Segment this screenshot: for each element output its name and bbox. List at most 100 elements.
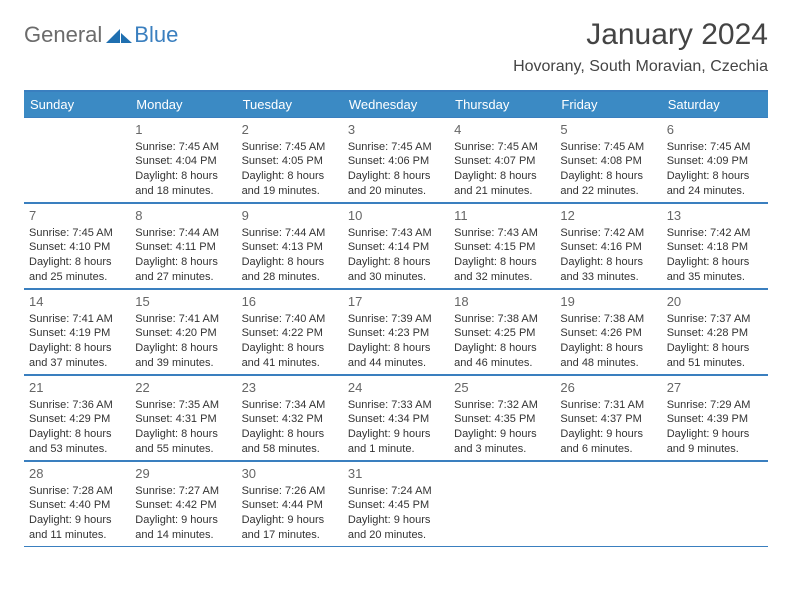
calendar-cell: 13Sunrise: 7:42 AMSunset: 4:18 PMDayligh… <box>662 203 768 289</box>
day-header-tue: Tuesday <box>237 92 343 117</box>
cell-sunrise: Sunrise: 7:45 AM <box>667 140 763 155</box>
calendar-cell: 18Sunrise: 7:38 AMSunset: 4:25 PMDayligh… <box>449 289 555 375</box>
day-number: 2 <box>242 121 338 139</box>
cell-sunset: Sunset: 4:45 PM <box>348 498 444 513</box>
cell-sunset: Sunset: 4:23 PM <box>348 326 444 341</box>
cell-sunrise: Sunrise: 7:34 AM <box>242 398 338 413</box>
calendar-cell: 7Sunrise: 7:45 AMSunset: 4:10 PMDaylight… <box>24 203 130 289</box>
cell-daylight1: Daylight: 8 hours <box>667 341 763 356</box>
cell-sunset: Sunset: 4:22 PM <box>242 326 338 341</box>
cell-daylight2: and 37 minutes. <box>29 356 125 371</box>
calendar-cell: 27Sunrise: 7:29 AMSunset: 4:39 PMDayligh… <box>662 375 768 461</box>
cell-sunrise: Sunrise: 7:45 AM <box>135 140 231 155</box>
cell-daylight1: Daylight: 8 hours <box>560 255 656 270</box>
cell-sunset: Sunset: 4:19 PM <box>29 326 125 341</box>
cell-daylight2: and 58 minutes. <box>242 442 338 457</box>
day-header-sun: Sunday <box>24 92 130 117</box>
cell-sunset: Sunset: 4:18 PM <box>667 240 763 255</box>
cell-sunset: Sunset: 4:32 PM <box>242 412 338 427</box>
cell-sunrise: Sunrise: 7:42 AM <box>667 226 763 241</box>
cell-sunset: Sunset: 4:20 PM <box>135 326 231 341</box>
cell-daylight1: Daylight: 8 hours <box>348 255 444 270</box>
cell-sunrise: Sunrise: 7:39 AM <box>348 312 444 327</box>
cell-sunrise: Sunrise: 7:28 AM <box>29 484 125 499</box>
cell-daylight2: and 21 minutes. <box>454 184 550 199</box>
calendar-cell: 20Sunrise: 7:37 AMSunset: 4:28 PMDayligh… <box>662 289 768 375</box>
day-number: 6 <box>667 121 763 139</box>
cell-sunrise: Sunrise: 7:38 AM <box>454 312 550 327</box>
day-number: 29 <box>135 465 231 483</box>
cell-sunset: Sunset: 4:25 PM <box>454 326 550 341</box>
cell-sunset: Sunset: 4:14 PM <box>348 240 444 255</box>
cell-daylight2: and 33 minutes. <box>560 270 656 285</box>
cell-daylight1: Daylight: 8 hours <box>560 341 656 356</box>
cell-sunrise: Sunrise: 7:41 AM <box>29 312 125 327</box>
cell-daylight1: Daylight: 8 hours <box>135 341 231 356</box>
cell-daylight1: Daylight: 8 hours <box>348 341 444 356</box>
day-number: 27 <box>667 379 763 397</box>
cell-sunrise: Sunrise: 7:44 AM <box>242 226 338 241</box>
cell-daylight1: Daylight: 8 hours <box>242 341 338 356</box>
cell-daylight1: Daylight: 9 hours <box>29 513 125 528</box>
cell-sunset: Sunset: 4:15 PM <box>454 240 550 255</box>
day-header-fri: Friday <box>555 92 661 117</box>
cell-sunrise: Sunrise: 7:45 AM <box>560 140 656 155</box>
calendar-cell: 29Sunrise: 7:27 AMSunset: 4:42 PMDayligh… <box>130 461 236 547</box>
calendar-cell: 14Sunrise: 7:41 AMSunset: 4:19 PMDayligh… <box>24 289 130 375</box>
calendar-cell: 22Sunrise: 7:35 AMSunset: 4:31 PMDayligh… <box>130 375 236 461</box>
cell-daylight1: Daylight: 9 hours <box>135 513 231 528</box>
day-number: 23 <box>242 379 338 397</box>
week-row: 21Sunrise: 7:36 AMSunset: 4:29 PMDayligh… <box>24 375 768 461</box>
calendar-cell-blank <box>24 117 130 203</box>
cell-daylight2: and 51 minutes. <box>667 356 763 371</box>
cell-daylight1: Daylight: 9 hours <box>348 427 444 442</box>
cell-sunset: Sunset: 4:05 PM <box>242 154 338 169</box>
day-number: 5 <box>560 121 656 139</box>
cell-daylight1: Daylight: 8 hours <box>348 169 444 184</box>
calendar-cell: 19Sunrise: 7:38 AMSunset: 4:26 PMDayligh… <box>555 289 661 375</box>
cell-daylight1: Daylight: 9 hours <box>667 427 763 442</box>
cell-sunset: Sunset: 4:35 PM <box>454 412 550 427</box>
day-number: 7 <box>29 207 125 225</box>
day-number: 19 <box>560 293 656 311</box>
cell-daylight1: Daylight: 8 hours <box>135 427 231 442</box>
cell-sunrise: Sunrise: 7:32 AM <box>454 398 550 413</box>
calendar-cell: 6Sunrise: 7:45 AMSunset: 4:09 PMDaylight… <box>662 117 768 203</box>
day-number: 9 <box>242 207 338 225</box>
cell-daylight1: Daylight: 8 hours <box>242 169 338 184</box>
cell-daylight1: Daylight: 8 hours <box>29 427 125 442</box>
cell-sunrise: Sunrise: 7:24 AM <box>348 484 444 499</box>
week-row: 14Sunrise: 7:41 AMSunset: 4:19 PMDayligh… <box>24 289 768 375</box>
logo: General Blue <box>24 22 178 48</box>
calendar-cell: 26Sunrise: 7:31 AMSunset: 4:37 PMDayligh… <box>555 375 661 461</box>
cell-sunset: Sunset: 4:31 PM <box>135 412 231 427</box>
cell-daylight2: and 35 minutes. <box>667 270 763 285</box>
day-number: 11 <box>454 207 550 225</box>
cell-daylight2: and 6 minutes. <box>560 442 656 457</box>
cell-daylight2: and 41 minutes. <box>242 356 338 371</box>
calendar-cell: 11Sunrise: 7:43 AMSunset: 4:15 PMDayligh… <box>449 203 555 289</box>
calendar-cell: 12Sunrise: 7:42 AMSunset: 4:16 PMDayligh… <box>555 203 661 289</box>
cell-daylight2: and 46 minutes. <box>454 356 550 371</box>
cell-sunset: Sunset: 4:26 PM <box>560 326 656 341</box>
cell-daylight2: and 11 minutes. <box>29 528 125 543</box>
calendar-cell: 4Sunrise: 7:45 AMSunset: 4:07 PMDaylight… <box>449 117 555 203</box>
cell-daylight2: and 20 minutes. <box>348 184 444 199</box>
cell-daylight1: Daylight: 8 hours <box>560 169 656 184</box>
cell-sunset: Sunset: 4:37 PM <box>560 412 656 427</box>
logo-text-general: General <box>24 22 102 48</box>
day-number: 26 <box>560 379 656 397</box>
weeks-container: 1Sunrise: 7:45 AMSunset: 4:04 PMDaylight… <box>24 117 768 547</box>
day-number: 24 <box>348 379 444 397</box>
cell-sunrise: Sunrise: 7:33 AM <box>348 398 444 413</box>
cell-sunset: Sunset: 4:04 PM <box>135 154 231 169</box>
cell-daylight2: and 27 minutes. <box>135 270 231 285</box>
calendar-cell: 23Sunrise: 7:34 AMSunset: 4:32 PMDayligh… <box>237 375 343 461</box>
cell-sunset: Sunset: 4:16 PM <box>560 240 656 255</box>
cell-daylight2: and 3 minutes. <box>454 442 550 457</box>
cell-sunrise: Sunrise: 7:42 AM <box>560 226 656 241</box>
day-header-mon: Monday <box>130 92 236 117</box>
calendar-cell: 3Sunrise: 7:45 AMSunset: 4:06 PMDaylight… <box>343 117 449 203</box>
cell-daylight1: Daylight: 9 hours <box>560 427 656 442</box>
day-number: 30 <box>242 465 338 483</box>
